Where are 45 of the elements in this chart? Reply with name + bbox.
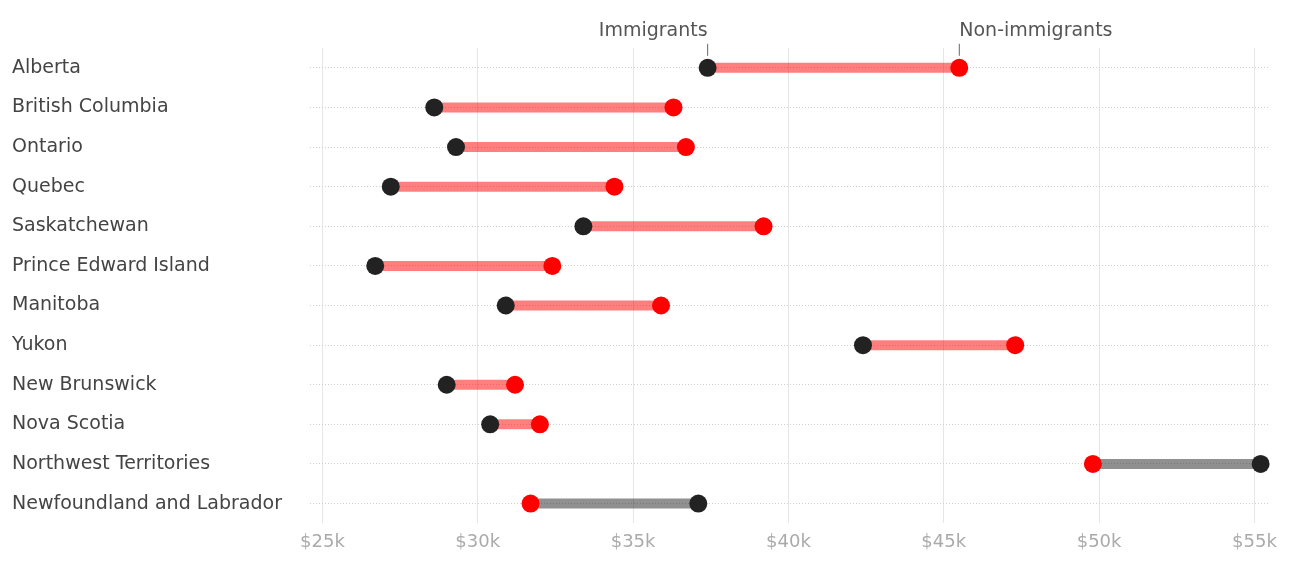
x-tick-label: $30k bbox=[455, 529, 501, 551]
point bbox=[425, 98, 444, 117]
point bbox=[366, 256, 385, 275]
y-tick-label: British Columbia bbox=[12, 94, 169, 117]
y-tick-label: Nova Scotia bbox=[12, 411, 126, 434]
point bbox=[496, 296, 515, 315]
point bbox=[689, 494, 708, 513]
y-tick-label: New Brunswick bbox=[12, 371, 157, 394]
series-label: Non-immigrants bbox=[959, 18, 1113, 41]
y-tick-label: Saskatchewan bbox=[12, 213, 149, 236]
y-tick-label: Ontario bbox=[12, 133, 83, 156]
x-tick-label: $50k bbox=[1076, 529, 1123, 551]
point bbox=[574, 217, 593, 236]
point bbox=[437, 375, 456, 394]
point bbox=[652, 296, 671, 315]
point bbox=[698, 58, 717, 77]
y-tick-label: Prince Edward Island bbox=[12, 252, 210, 275]
point bbox=[853, 336, 872, 355]
point bbox=[381, 177, 400, 196]
series-label: Immigrants bbox=[598, 18, 708, 41]
point bbox=[950, 58, 969, 77]
point bbox=[1006, 336, 1025, 355]
x-tick-label: $40k bbox=[766, 529, 812, 551]
y-tick-label: Alberta bbox=[12, 54, 81, 77]
point bbox=[664, 98, 683, 117]
point bbox=[543, 256, 562, 275]
x-tick-label: $55k bbox=[1232, 529, 1278, 551]
point bbox=[754, 217, 773, 236]
point bbox=[481, 415, 500, 434]
point bbox=[521, 494, 540, 513]
x-tick-label: $25k bbox=[300, 529, 346, 551]
y-tick-label: Yukon bbox=[11, 332, 68, 355]
x-tick-label: $35k bbox=[610, 529, 657, 551]
point bbox=[605, 177, 624, 196]
y-tick-label: Manitoba bbox=[12, 292, 101, 315]
y-tick-label: Northwest Territories bbox=[12, 450, 211, 473]
x-tick-label: $45k bbox=[921, 529, 967, 551]
point bbox=[1251, 454, 1270, 473]
y-tick-label: Quebec bbox=[12, 173, 85, 196]
point bbox=[530, 415, 549, 434]
y-tick-label: Newfoundland and Labrador bbox=[12, 490, 283, 513]
point bbox=[1083, 454, 1102, 473]
point bbox=[447, 138, 465, 157]
point bbox=[506, 375, 525, 394]
point bbox=[676, 138, 695, 157]
